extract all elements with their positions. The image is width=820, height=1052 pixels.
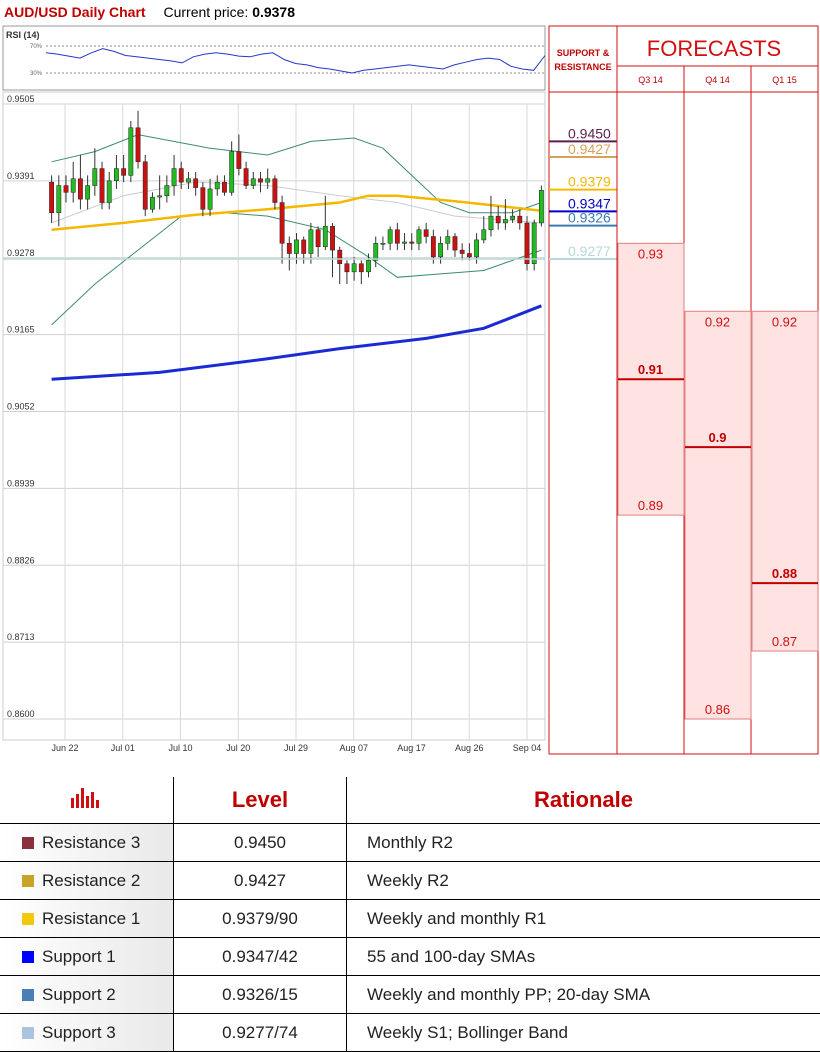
rsi-upper-label: 70% [30, 44, 43, 50]
forecast-high-label: 0.93 [638, 246, 663, 261]
y-tick-label: 0.8826 [7, 555, 35, 565]
sr-level-label: 0.9326 [568, 210, 611, 226]
rsi-lower-label: 30% [30, 71, 43, 77]
y-tick-label: 0.9391 [7, 171, 35, 181]
forecast-median-label: 0.88 [772, 566, 797, 581]
table-header-row: Level Rationale [0, 777, 820, 824]
forecast-range [752, 311, 818, 651]
row-rationale: Weekly and monthly R1 [347, 900, 820, 938]
forecasts-panel: FORECASTS Q3 14 0.93 0.91 0.89 Q4 14 0.92 0.9 0… [617, 26, 818, 754]
y-tick-label: 0.9052 [7, 402, 35, 412]
forecast-low-label: 0.89 [638, 498, 663, 513]
row-name-cell: Resistance 1 [0, 900, 174, 938]
chart-svg: RSI (14) 70% 30% 0.9505 0.9391 0.9278 0.916… [0, 0, 820, 760]
row-rationale: 55 and 100-day SMAs [347, 938, 820, 976]
sr-header-line1: SUPPORT & [557, 48, 610, 58]
row-swatch [22, 1027, 34, 1039]
row-name-cell: Support 1 [0, 938, 174, 976]
x-axis: Jun 22 Jul 01 Jul 10 Jul 20 Jul 29 Aug 07 Aug … [51, 743, 541, 753]
row-name-cell: Resistance 2 [0, 862, 174, 900]
row-name: Support 3 [42, 1023, 116, 1042]
forecast-median-label: 0.91 [638, 362, 663, 377]
price-panel: 0.9505 0.9391 0.9278 0.9165 0.9052 0.8939 0.88… [3, 92, 545, 753]
forecast-median-label: 0.9 [708, 430, 726, 445]
header-icon-cell [0, 777, 174, 824]
y-tick-label: 0.8600 [7, 709, 35, 719]
row-swatch [22, 875, 34, 887]
y-tick-label: 0.8939 [7, 478, 35, 488]
candle [532, 220, 536, 271]
x-tick-label: Jul 01 [111, 743, 135, 753]
y-tick-label: 0.9165 [7, 325, 35, 335]
y-tick-label: 0.9505 [7, 94, 35, 104]
candle [539, 186, 543, 227]
x-tick-label: Aug 07 [339, 743, 368, 753]
sr-level-label: 0.9427 [568, 141, 611, 157]
header-rationale: Rationale [347, 777, 820, 824]
row-level: 0.9427 [174, 862, 347, 900]
row-rationale: Weekly and monthly PP; 20-day SMA [347, 976, 820, 1014]
row-rationale: Monthly R2 [347, 824, 820, 862]
forecast-range [685, 311, 751, 719]
row-level: 0.9277/74 [174, 1014, 347, 1052]
y-tick-label: 0.9278 [7, 248, 35, 258]
row-name-cell: Support 3 [0, 1014, 174, 1052]
x-tick-label: Jun 22 [51, 743, 78, 753]
forecast-col-label: Q1 15 [772, 75, 797, 85]
x-tick-label: Sep 04 [513, 743, 542, 753]
x-tick-label: Aug 17 [397, 743, 426, 753]
x-tick-label: Jul 20 [226, 743, 250, 753]
x-tick-label: Jul 29 [284, 743, 308, 753]
row-level: 0.9326/15 [174, 976, 347, 1014]
row-name: Support 2 [42, 985, 116, 1004]
row-rationale: Weekly S1; Bollinger Band [347, 1014, 820, 1052]
forecasts-title: FORECASTS [647, 36, 781, 61]
forecast-col-label: Q3 14 [638, 75, 663, 85]
rsi-panel: RSI (14) 70% 30% [3, 26, 545, 90]
candle [143, 155, 147, 216]
row-swatch [22, 837, 34, 849]
row-swatch [22, 989, 34, 1001]
y-tick-label: 0.8713 [7, 632, 35, 642]
row-name: Resistance 1 [42, 909, 140, 928]
row-name-cell: Support 2 [0, 976, 174, 1014]
row-swatch [22, 913, 34, 925]
row-rationale: Weekly R2 [347, 862, 820, 900]
row-name: Support 1 [42, 947, 116, 966]
sr-level-label: 0.9277 [568, 243, 611, 259]
rsi-label: RSI (14) [6, 30, 40, 40]
forecast-low-label: 0.86 [705, 702, 730, 717]
candle [525, 216, 529, 270]
header-level: Level [174, 777, 347, 824]
x-tick-label: Jul 10 [168, 743, 192, 753]
candle [100, 162, 104, 210]
row-name-cell: Resistance 3 [0, 824, 174, 862]
row-level: 0.9450 [174, 824, 347, 862]
row-name: Resistance 2 [42, 871, 140, 890]
row-swatch [22, 951, 34, 963]
row-level: 0.9347/42 [174, 938, 347, 976]
sr-level-label: 0.9379 [568, 174, 611, 190]
x-tick-label: Aug 26 [455, 743, 484, 753]
forecast-col-label: Q4 14 [705, 75, 730, 85]
sr-level-label: 0.9450 [568, 125, 611, 141]
forecast-high-label: 0.92 [772, 314, 797, 329]
sr-header-line2: RESISTANCE [554, 62, 611, 72]
row-level: 0.9379/90 [174, 900, 347, 938]
forecast-high-label: 0.92 [705, 314, 730, 329]
forecast-low-label: 0.87 [772, 634, 797, 649]
candle [129, 121, 133, 182]
bar-chart-icon [70, 786, 104, 808]
row-name: Resistance 3 [42, 833, 140, 852]
